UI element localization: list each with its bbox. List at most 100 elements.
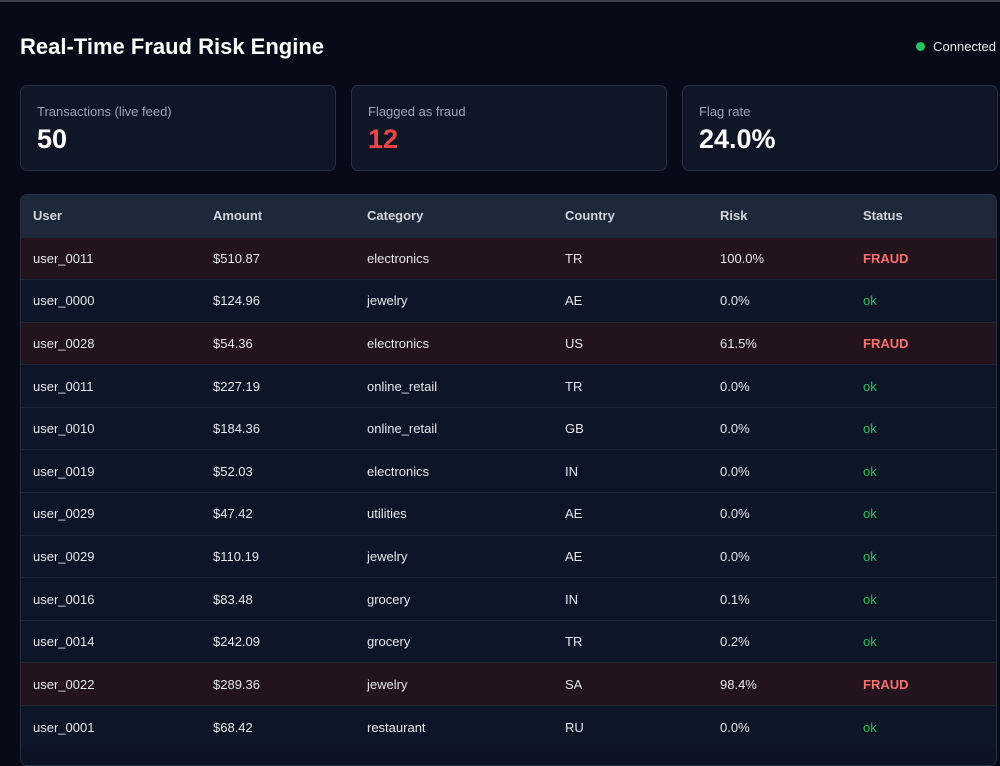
table-row: user_0014 $242.09 grocery TR 0.2% ok	[21, 620, 996, 663]
window-top-border	[0, 0, 1000, 2]
table-header-row: User Amount Category Country Risk Status	[21, 195, 996, 237]
table-row: user_0010 $184.36 online_retail GB 0.0% ok	[21, 407, 996, 450]
cell-country: RU	[565, 719, 584, 735]
card-transactions: Transactions (live feed) 50	[20, 85, 336, 171]
cell-country: IN	[565, 591, 578, 607]
cell-risk: 100.0%	[720, 250, 765, 266]
table-row: user_0022 $289.36 jewelry SA 98.4% FRAUD	[21, 662, 996, 706]
table-row: user_0029 $110.19 jewelry AE 0.0% ok	[21, 535, 996, 578]
table-row: user_0029 $47.42 utilities AE 0.0% ok	[21, 492, 996, 536]
cell-amount: $510.87	[213, 250, 260, 266]
cell-user: user_0011	[33, 250, 94, 266]
status-dot-icon	[916, 42, 926, 51]
cell-amount: $184.36	[213, 421, 260, 437]
column-header-category: Category	[367, 208, 424, 224]
cell-country: AE	[565, 293, 583, 309]
cell-user: user_0022	[33, 676, 95, 692]
column-header-amount: Amount	[213, 208, 263, 224]
card-flagged: Flagged as fraud 12	[351, 85, 667, 171]
cell-user: user_0001	[33, 719, 95, 735]
table-row: user_0016 $83.48 grocery IN 0.1% ok	[21, 577, 996, 621]
column-header-status: Status	[863, 208, 903, 224]
cell-amount: $242.09	[213, 634, 260, 650]
cell-status: ok	[863, 378, 877, 394]
cell-country: TR	[565, 250, 583, 266]
cell-country: US	[565, 335, 584, 351]
cell-amount: $54.36	[213, 335, 253, 351]
cell-country: SA	[565, 676, 583, 692]
connection-status-label: Connected	[933, 39, 996, 54]
cell-category: grocery	[367, 634, 411, 650]
table-row: user_0019 $52.03 electronics IN 0.0% ok	[21, 449, 996, 493]
cell-user: user_0014	[33, 634, 95, 650]
table-row: user_0011 $227.19 online_retail TR 0.0% ok	[21, 364, 996, 408]
cell-risk: 0.0%	[720, 293, 750, 309]
cell-country: IN	[565, 463, 578, 479]
cell-status: ok	[863, 634, 877, 650]
stats-cards: Transactions (live feed) 50 Flagged as f…	[20, 85, 998, 171]
cell-category: electronics	[367, 250, 430, 266]
cell-amount: $47.42	[213, 506, 253, 522]
cell-country: TR	[565, 634, 583, 650]
cell-status: FRAUD	[863, 335, 909, 351]
cell-status: ok	[863, 548, 877, 564]
cell-user: user_0010	[33, 421, 95, 437]
cell-user: user_0029	[33, 548, 95, 564]
column-header-country: Country	[565, 208, 615, 224]
cell-category: online_retail	[367, 378, 438, 394]
card-transactions-label: Transactions (live feed)	[37, 104, 172, 119]
card-transactions-value: 50	[37, 124, 68, 154]
cell-user: user_0000	[33, 293, 95, 309]
card-flag-rate-label: Flag rate	[699, 104, 751, 119]
cell-status: FRAUD	[863, 250, 909, 266]
cell-risk: 0.1%	[720, 591, 750, 607]
cell-amount: $68.42	[213, 719, 253, 735]
cell-status: ok	[863, 506, 877, 522]
connection-status: Connected	[916, 39, 996, 54]
cell-user: user_0028	[33, 335, 95, 351]
cell-country: GB	[565, 421, 584, 437]
cell-user: user_0016	[33, 591, 95, 607]
cell-category: jewelry	[367, 676, 408, 692]
cell-status: ok	[863, 421, 877, 437]
cell-amount: $124.96	[213, 293, 260, 309]
cell-user: user_0029	[33, 506, 95, 522]
cell-category: utilities	[367, 506, 407, 522]
card-flag-rate-value: 24.0%	[699, 124, 776, 154]
cell-user: user_0019	[33, 463, 95, 479]
cell-country: TR	[565, 378, 583, 394]
cell-status: ok	[863, 591, 877, 607]
cell-category: electronics	[367, 463, 430, 479]
transactions-table: User Amount Category Country Risk Status…	[20, 194, 997, 766]
column-header-user: User	[33, 208, 62, 224]
cell-risk: 0.0%	[720, 719, 750, 735]
cell-country: AE	[565, 548, 583, 564]
table-row: user_0001 $68.42 restaurant RU 0.0% ok	[21, 705, 996, 749]
card-flag-rate: Flag rate 24.0%	[682, 85, 998, 171]
cell-status: ok	[863, 293, 877, 309]
page-title: Real-Time Fraud Risk Engine	[20, 34, 325, 59]
page-header: Real-Time Fraud Risk Engine Connected	[20, 34, 1000, 62]
table-row: user_0011 $510.87 electronics TR 100.0% FRAUD	[21, 237, 996, 280]
cell-risk: 0.0%	[720, 378, 750, 394]
cell-category: grocery	[367, 591, 411, 607]
cell-amount: $289.36	[213, 676, 260, 692]
cell-country: AE	[565, 506, 583, 522]
cell-risk: 0.0%	[720, 421, 750, 437]
cell-category: online_retail	[367, 421, 438, 437]
cell-amount: $52.03	[213, 463, 253, 479]
cell-amount: $227.19	[213, 378, 260, 394]
card-flagged-label: Flagged as fraud	[368, 104, 466, 119]
cell-user: user_0011	[33, 378, 94, 394]
cell-category: electronics	[367, 335, 430, 351]
cell-risk: 0.0%	[720, 548, 750, 564]
cell-category: restaurant	[367, 719, 426, 735]
cell-risk: 61.5%	[720, 335, 757, 351]
cell-status: ok	[863, 719, 877, 735]
card-flagged-value: 12	[368, 124, 399, 154]
cell-status: FRAUD	[863, 676, 909, 692]
column-header-risk: Risk	[720, 208, 748, 224]
cell-risk: 98.4%	[720, 676, 757, 692]
cell-status: ok	[863, 463, 877, 479]
cell-risk: 0.0%	[720, 463, 750, 479]
